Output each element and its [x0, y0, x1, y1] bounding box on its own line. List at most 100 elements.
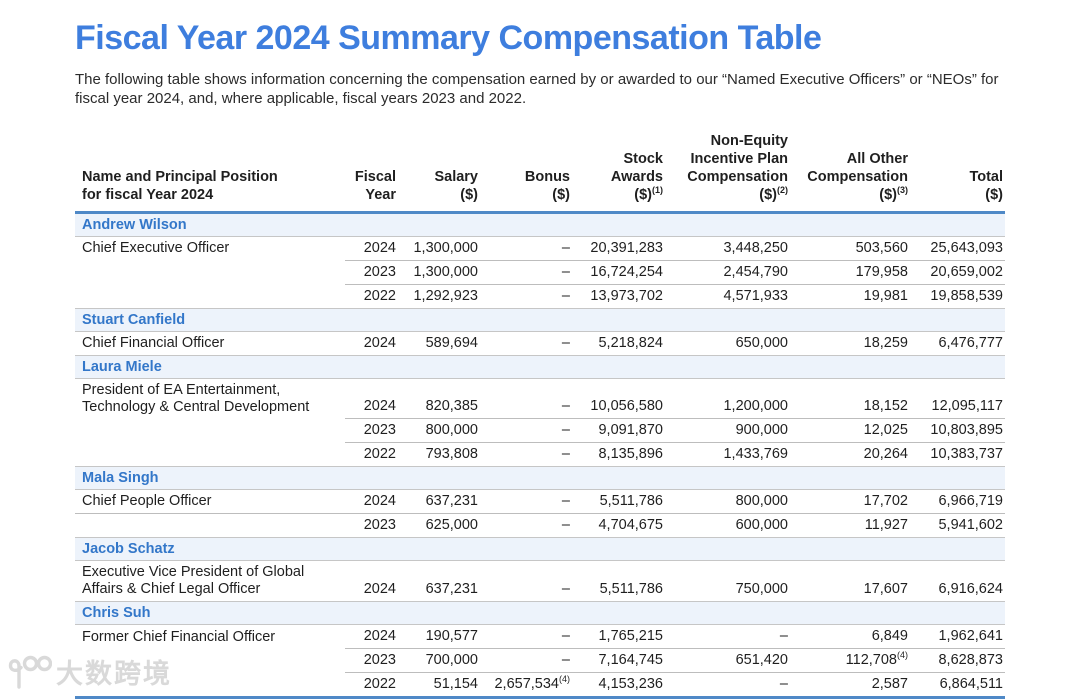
- cell-year: 2024: [363, 493, 396, 510]
- cell-neip: 3,448,250: [723, 239, 788, 256]
- column-header-label: Total ($): [969, 168, 1003, 203]
- footnote-marker: (4): [897, 650, 908, 661]
- cell-bonus: –: [480, 259, 572, 285]
- exec-position: Chief Executive Officer: [82, 240, 230, 257]
- cell-total: 1,962,641: [938, 628, 1003, 645]
- column-header-label: Stock Awards ($): [610, 150, 663, 203]
- column-header-label: Fiscal Year: [354, 168, 396, 203]
- cell-neip: 600,000: [665, 513, 790, 538]
- table-row: President of EA Entertainment, Technolog…: [75, 378, 1005, 419]
- cell-other: 17,607: [863, 581, 908, 598]
- cell-neip: 650,000: [735, 334, 788, 351]
- cell-total: 5,941,602: [910, 513, 1005, 538]
- table-row: Executive Vice President of Global Affai…: [75, 561, 1005, 602]
- cell-salary: 625,000: [398, 513, 480, 538]
- cell-bonus: –: [561, 628, 570, 645]
- footnote-marker: (2): [777, 184, 788, 195]
- cell-other: 12,025: [790, 418, 910, 443]
- cell-neip: 1,200,000: [723, 398, 788, 415]
- cell-other: 2,587: [790, 672, 910, 699]
- cell-salary: 190,577: [425, 628, 478, 645]
- table-header: Name and Principal Position for fiscal Y…: [75, 130, 1005, 214]
- cell-total: 12,095,117: [931, 398, 1004, 415]
- cell-year: 2022: [345, 672, 398, 699]
- watermark-text: 大数跨境: [56, 659, 172, 689]
- column-header-label: All Other Compensation ($): [807, 150, 908, 203]
- cell-year: 2022: [345, 283, 398, 309]
- exec-name-row: Jacob Schatz: [75, 537, 1005, 562]
- column-header-all-other: All Other Compensation ($)(3): [790, 130, 910, 214]
- cell-year: 2023: [345, 648, 398, 673]
- cell-salary: 51,154: [398, 672, 480, 699]
- cell-stock: 5,511,786: [599, 493, 663, 510]
- cell-salary: 800,000: [398, 418, 480, 443]
- cell-stock: 8,135,896: [572, 442, 665, 467]
- exec-name: Chris Suh: [75, 601, 1005, 626]
- cell-neip: –: [665, 672, 790, 699]
- table-row: Former Chief Financial Officer 2024 190,…: [75, 625, 1005, 649]
- cell-salary: 820,385: [425, 398, 478, 415]
- cell-stock: 20,391,283: [590, 239, 663, 256]
- cell-salary: 1,292,923: [398, 283, 480, 309]
- cell-salary: 589,694: [425, 334, 478, 351]
- cell-salary: 700,000: [398, 648, 480, 673]
- cell-stock: 1,765,215: [598, 628, 663, 645]
- compensation-table: Name and Principal Position for fiscal Y…: [75, 130, 1005, 699]
- footnote-marker: (4): [559, 674, 570, 685]
- cell-other: 503,560: [855, 239, 908, 256]
- table-row: 2023 1,300,000 – 16,724,254 2,454,790 17…: [75, 259, 1005, 285]
- table-row: 2023 800,000 – 9,091,870 900,000 12,025 …: [75, 418, 1005, 443]
- cell-neip: 651,420: [665, 648, 790, 673]
- cell-neip: 750,000: [735, 581, 788, 598]
- cell-total: 6,916,624: [938, 581, 1003, 598]
- exec-position: Chief Financial Officer: [82, 334, 225, 351]
- cell-salary: 637,231: [425, 581, 478, 598]
- cell-total: 6,966,719: [938, 493, 1003, 510]
- cell-salary: 637,231: [425, 493, 478, 510]
- exec-name-row: Chris Suh: [75, 601, 1005, 626]
- column-header-total: Total ($): [910, 130, 1005, 214]
- cell-neip: 1,433,769: [665, 442, 790, 467]
- exec-position: Former Chief Financial Officer: [82, 628, 276, 645]
- table-row: 2022 51,154 2,657,534(4) 4,153,236 – 2,5…: [75, 672, 1005, 699]
- cell-total: 8,628,873: [910, 648, 1005, 673]
- column-header-salary: Salary ($): [398, 130, 480, 214]
- table-row: 2023 625,000 – 4,704,675 600,000 11,927 …: [75, 513, 1005, 538]
- cell-bonus: –: [561, 493, 570, 510]
- table-row: 2022 1,292,923 – 13,973,702 4,571,933 19…: [75, 283, 1005, 309]
- exec-position-empty: [75, 284, 345, 308]
- cell-other: 6,849: [871, 628, 908, 645]
- cell-salary: 1,300,000: [398, 259, 480, 285]
- cell-year: 2024: [363, 334, 396, 351]
- cell-total: 6,476,777: [938, 334, 1003, 351]
- cell-bonus: –: [561, 398, 570, 415]
- cell-bonus: –: [561, 239, 570, 256]
- footnote-marker: (1): [652, 184, 663, 195]
- table-row: Chief Executive Officer 2024 1,300,000 –…: [75, 236, 1005, 260]
- exec-name: Stuart Canfield: [75, 307, 1005, 332]
- cell-total: 10,383,737: [910, 442, 1005, 467]
- column-header-stock-awards: Stock Awards ($)(1): [572, 130, 665, 214]
- exec-position: President of EA Entertainment, Technolog…: [82, 381, 310, 415]
- exec-position: Executive Vice President of Global Affai…: [82, 564, 305, 598]
- cell-bonus: –: [480, 283, 572, 309]
- exec-name-row: Mala Singh: [75, 466, 1005, 491]
- column-header-label: Bonus ($): [524, 168, 570, 203]
- column-header-fiscal-year: Fiscal Year: [345, 130, 398, 214]
- cell-total: 10,803,895: [910, 418, 1005, 443]
- cell-stock: 10,056,580: [590, 398, 663, 415]
- cell-stock: 5,511,786: [599, 581, 663, 598]
- table-row: Chief Financial Officer 2024 589,694 – 5…: [75, 331, 1005, 355]
- cell-other: 112,708(4): [790, 648, 910, 673]
- cell-neip: 4,571,933: [665, 283, 790, 309]
- cell-other: 179,958: [790, 259, 910, 285]
- exec-position-empty: [75, 672, 345, 699]
- cell-year: 2024: [363, 239, 396, 256]
- exec-name-row: Laura Miele: [75, 354, 1005, 379]
- cell-bonus: –: [561, 334, 570, 351]
- cell-total: 19,858,539: [910, 283, 1005, 309]
- table-row: 2023 700,000 – 7,164,745 651,420 112,708…: [75, 648, 1005, 673]
- exec-position: Chief People Officer: [82, 493, 212, 510]
- cell-year: 2022: [345, 442, 398, 467]
- cell-bonus: –: [480, 648, 572, 673]
